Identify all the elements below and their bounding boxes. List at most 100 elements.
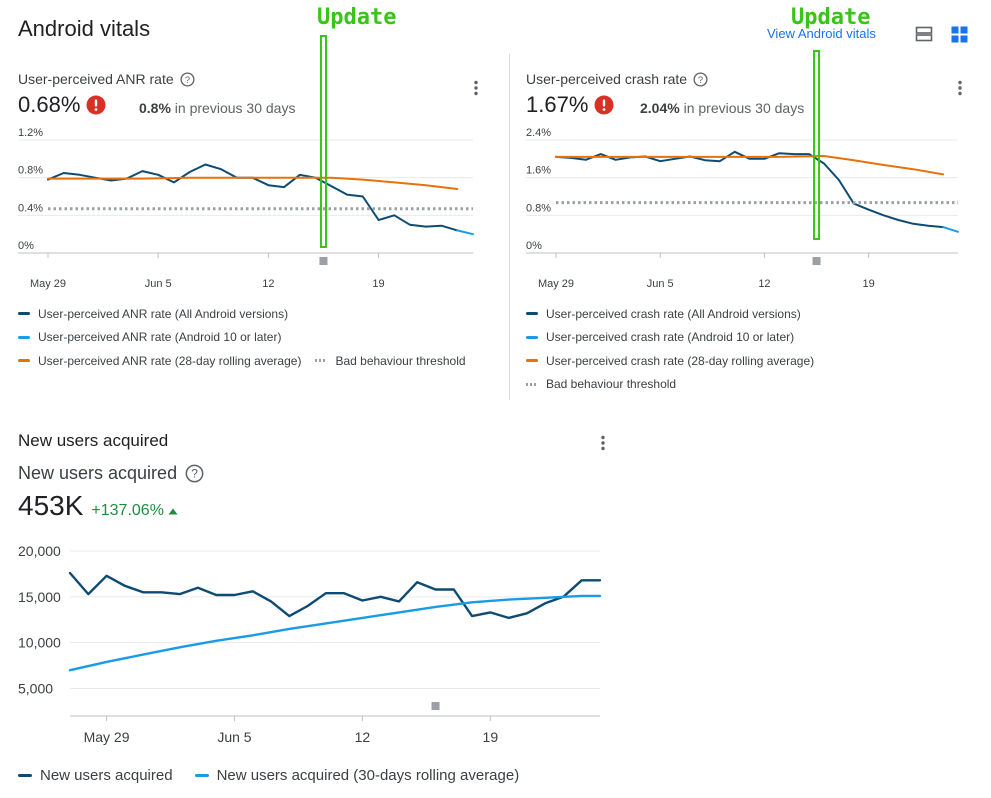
x-tick-label: Jun 5 <box>647 278 674 290</box>
new-users-section-title: New users acquired <box>18 431 169 450</box>
series-line <box>68 571 602 620</box>
y-tick-label: 2.4% <box>526 127 551 139</box>
legend-item[interactable]: Bad behaviour threshold <box>526 373 814 397</box>
y-tick-label: 0% <box>18 240 34 252</box>
crash-more-options-icon[interactable] <box>956 80 964 96</box>
series-line <box>68 594 602 672</box>
help-icon[interactable]: ? <box>180 71 195 87</box>
crash-metric-title: User-perceived crash rate ? <box>526 71 708 87</box>
svg-text:?: ? <box>191 467 198 481</box>
grid-layout-icon[interactable] <box>951 26 968 43</box>
crash-previous-suffix: in previous 30 days <box>679 100 805 116</box>
series-line <box>47 176 459 190</box>
annotation-marker <box>431 702 440 710</box>
warning-icon <box>594 95 614 115</box>
anr-more-options-icon[interactable] <box>472 80 480 96</box>
legend-label: User-perceived crash rate (All Android v… <box>546 306 801 321</box>
legend-label: User-perceived ANR rate (All Android ver… <box>38 306 289 321</box>
view-android-vitals-link[interactable]: View Android vitals <box>767 26 876 41</box>
anr-previous-suffix: in previous 30 days <box>170 100 296 116</box>
annotation-marker <box>812 257 821 265</box>
x-tick-label: 12 <box>758 278 770 290</box>
anr-metric-title: User-perceived ANR rate ? <box>18 71 195 87</box>
new-users-change: +137.06% <box>91 502 178 520</box>
legend-label: User-perceived ANR rate (28-day rolling … <box>38 353 302 368</box>
x-tick-label: May 29 <box>538 278 574 290</box>
x-tick-label: 19 <box>863 278 875 290</box>
update-annotation-label: Update <box>791 5 871 30</box>
update-highlight-bar <box>319 35 327 248</box>
new-users-change-value: +137.06% <box>91 502 164 519</box>
series-line <box>555 155 945 176</box>
legend-label: New users acquired <box>40 767 173 785</box>
list-layout-icon[interactable] <box>915 26 933 42</box>
y-tick-label: 5,000 <box>18 681 53 697</box>
anr-legend: User-perceived ANR rate (All Android ver… <box>18 302 466 373</box>
legend-item[interactable]: User-perceived crash rate (All Android v… <box>526 302 814 326</box>
legend-item[interactable]: New users acquired (30-days rolling aver… <box>194 764 519 788</box>
crash-legend: User-perceived crash rate (All Android v… <box>526 302 814 396</box>
y-tick-label: 0.4% <box>18 202 43 214</box>
x-tick-label: Jun 5 <box>217 729 251 745</box>
anr-previous-period: 0.8% in previous 30 days <box>139 100 295 116</box>
legend-item[interactable]: User-perceived ANR rate (28-day rolling … <box>18 349 301 373</box>
series-line <box>555 150 945 229</box>
x-tick-label: May 29 <box>30 278 66 290</box>
legend-item[interactable]: New users acquired <box>18 764 173 788</box>
update-highlight-bar <box>813 50 821 240</box>
y-tick-label: 10,000 <box>18 635 61 651</box>
legend-swatch <box>526 382 538 386</box>
warning-icon <box>86 95 106 115</box>
new-users-more-options-icon[interactable] <box>599 435 607 451</box>
new-users-legend: New users acquired New users acquired (3… <box>18 764 519 788</box>
legend-label: User-perceived ANR rate (Android 10 or l… <box>38 330 282 345</box>
y-tick-label: 15,000 <box>18 589 61 605</box>
anr-title-label: User-perceived ANR rate <box>18 71 174 87</box>
legend-item[interactable]: User-perceived crash rate (Android 10 or… <box>526 326 814 350</box>
x-tick-label: 12 <box>355 729 371 745</box>
x-tick-label: 19 <box>483 729 499 745</box>
anr-value-row: 0.68% <box>18 92 106 118</box>
legend-swatch <box>194 774 209 778</box>
crash-title-label: User-perceived crash rate <box>526 71 688 87</box>
x-tick-label: Jun 5 <box>145 278 172 290</box>
help-icon[interactable]: ? <box>185 464 204 483</box>
legend-swatch <box>526 312 538 316</box>
y-tick-label: 1.2% <box>18 127 43 139</box>
anr-value: 0.68% <box>18 92 81 117</box>
legend-swatch <box>526 335 538 339</box>
series-line <box>456 229 474 236</box>
y-tick-label: 1.6% <box>526 165 551 177</box>
x-tick-label: 12 <box>262 278 274 290</box>
y-tick-label: 20,000 <box>18 543 61 559</box>
page-title: Android vitals <box>18 16 151 41</box>
legend-item[interactable]: User-perceived ANR rate (All Android ver… <box>18 302 466 326</box>
legend-label: Bad behaviour threshold <box>335 353 466 368</box>
panel-divider <box>509 54 510 400</box>
y-tick-label: 0.8% <box>18 165 43 177</box>
arrow-up-icon <box>168 508 178 514</box>
anr-previous-value: 0.8% <box>139 100 171 116</box>
legend-item[interactable]: Bad behaviour threshold <box>315 349 466 373</box>
legend-item[interactable]: User-perceived crash rate (28-day rollin… <box>526 349 814 373</box>
update-annotation-label: Update <box>317 5 397 30</box>
x-tick-label: 19 <box>372 278 384 290</box>
series-line <box>942 226 959 233</box>
new-users-value: 453K <box>18 490 84 521</box>
crash-value: 1.67% <box>526 92 589 117</box>
legend-item[interactable]: User-perceived ANR rate (Android 10 or l… <box>18 326 466 350</box>
help-icon[interactable]: ? <box>693 71 708 87</box>
annotation-marker <box>319 257 328 265</box>
new-users-title-label: New users acquired <box>18 463 178 483</box>
legend-label: Bad behaviour threshold <box>546 377 677 392</box>
svg-text:?: ? <box>698 74 703 84</box>
y-tick-label: 0% <box>526 240 542 252</box>
legend-label: User-perceived crash rate (Android 10 or… <box>546 330 795 345</box>
new-users-metric-title: New users acquired ? <box>18 463 204 484</box>
legend-swatch <box>18 774 32 778</box>
legend-swatch <box>18 312 30 316</box>
legend-swatch <box>315 359 328 363</box>
